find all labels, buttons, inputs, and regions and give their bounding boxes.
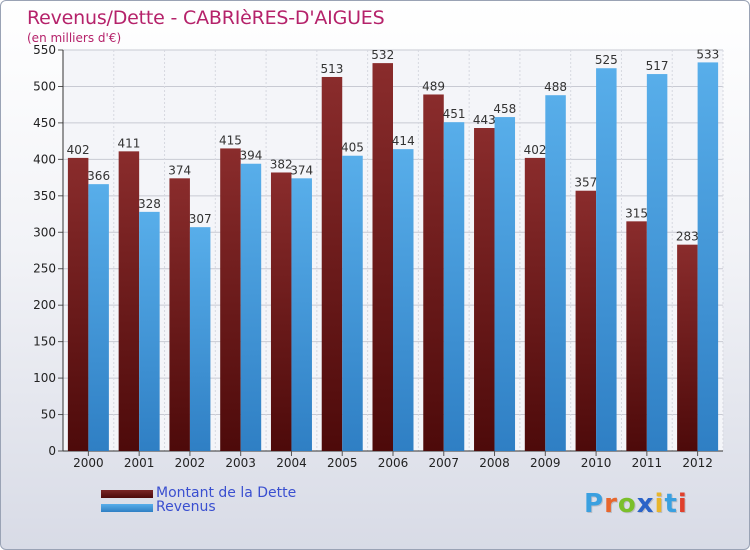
bar-debt: [220, 148, 241, 451]
y-tick-label: 200: [33, 298, 56, 312]
logo-letter: i: [654, 489, 665, 519]
logo-letter: r: [604, 489, 618, 519]
logo-letter: x: [636, 489, 655, 519]
y-tick-label: 300: [33, 225, 56, 239]
value-label-revenus: 451: [443, 107, 466, 121]
y-tick-label: 100: [33, 371, 56, 385]
bar-revenus: [139, 211, 160, 451]
bar-debt: [575, 190, 597, 451]
bar-revenus: [646, 74, 668, 451]
value-label-revenus: 394: [239, 149, 262, 163]
bar-revenus: [291, 178, 312, 451]
y-tick-label: 500: [33, 79, 56, 93]
x-tick-label: 2009: [530, 456, 561, 470]
value-label-debt: 402: [524, 143, 547, 157]
value-label-debt: 315: [625, 206, 648, 220]
bar-revenus: [494, 117, 516, 452]
bar-debt: [474, 128, 495, 451]
value-label-debt: 489: [422, 79, 445, 93]
legend-label-debt: Montant de la Dette: [156, 485, 297, 501]
bar-revenus: [596, 68, 617, 452]
legend-label-revenus: Revenus: [156, 499, 216, 515]
bar-revenus: [443, 122, 465, 452]
logo-letter: i: [677, 489, 688, 519]
x-tick-label: 2003: [225, 456, 256, 470]
legend-swatch-debt: [101, 490, 153, 498]
value-labels: 4023664113283743074153943823745134055324…: [67, 47, 720, 243]
bar-debt: [321, 76, 343, 451]
x-tick-label: 2006: [378, 456, 409, 470]
value-label-debt: 443: [473, 113, 496, 127]
bar-debt: [372, 63, 393, 452]
chart-subtitle: (en milliers d'€): [27, 31, 122, 45]
y-tick-label: 550: [33, 43, 56, 57]
x-tick-label: 2011: [632, 456, 663, 470]
x-tick-label: 2005: [327, 456, 358, 470]
y-tick-label: 50: [41, 408, 56, 422]
bar-revenus: [545, 95, 566, 451]
y-tick-label: 450: [33, 116, 56, 130]
value-label-debt: 283: [676, 230, 699, 244]
x-tick-label: 2000: [73, 456, 104, 470]
value-label-debt: 402: [67, 143, 90, 157]
logo-letter: o: [617, 489, 637, 519]
bar-debt: [677, 244, 698, 451]
y-tick-label: 350: [33, 189, 56, 203]
chart-title: Revenus/Dette - CABRIèRES-D'AIGUES: [27, 7, 385, 29]
proxiti-logo: Proxiti: [584, 489, 688, 519]
bars: [67, 62, 719, 452]
bar-debt: [118, 151, 140, 452]
bar-debt: [67, 157, 89, 451]
bar-debt: [524, 157, 546, 451]
x-tick-label: 2002: [175, 456, 206, 470]
value-label-revenus: 525: [595, 53, 618, 67]
bar-debt: [626, 221, 647, 451]
x-tick-label: 2010: [581, 456, 612, 470]
value-label-revenus: 533: [696, 47, 719, 61]
bar-revenus: [189, 227, 211, 451]
bar-revenus: [88, 184, 109, 452]
bar-debt: [423, 94, 444, 451]
value-label-revenus: 405: [341, 141, 364, 155]
x-tick-label: 2007: [428, 456, 459, 470]
value-label-revenus: 374: [290, 163, 313, 177]
y-tick-label: 0: [48, 444, 56, 458]
logo-letter: P: [584, 489, 605, 519]
bar-debt: [169, 178, 190, 451]
x-tick-label: 2008: [479, 456, 510, 470]
y-tick-label: 400: [33, 152, 56, 166]
value-label-revenus: 366: [87, 169, 110, 183]
value-label-debt: 411: [117, 136, 140, 150]
value-label-revenus: 307: [189, 212, 212, 226]
value-label-revenus: 488: [544, 80, 567, 94]
legend-swatch-revenus: [101, 504, 153, 512]
logo-letter: t: [664, 489, 678, 519]
x-tick-label: 2004: [276, 456, 307, 470]
value-label-debt: 415: [219, 133, 242, 147]
bar-revenus: [697, 62, 719, 452]
bar-revenus: [240, 163, 262, 452]
bar-revenus: [393, 149, 414, 451]
value-label-debt: 532: [371, 48, 394, 62]
bar-revenus: [342, 155, 363, 451]
bar-debt: [270, 172, 292, 451]
value-label-revenus: 458: [493, 102, 516, 116]
x-tick-label: 2001: [124, 456, 155, 470]
value-label-revenus: 517: [646, 59, 669, 73]
value-label-debt: 513: [321, 62, 344, 76]
y-tick-label: 250: [33, 262, 56, 276]
value-label-revenus: 328: [138, 197, 161, 211]
value-label-revenus: 414: [392, 134, 415, 148]
value-label-debt: 382: [270, 157, 293, 171]
x-tick-label: 2012: [682, 456, 713, 470]
value-label-debt: 357: [574, 176, 597, 190]
axes: 0 50 100 150 200 250 300 350 400 450 500 550 2000 200…: [33, 43, 723, 470]
y-tick-label: 150: [33, 335, 56, 349]
value-label-debt: 374: [168, 163, 191, 177]
